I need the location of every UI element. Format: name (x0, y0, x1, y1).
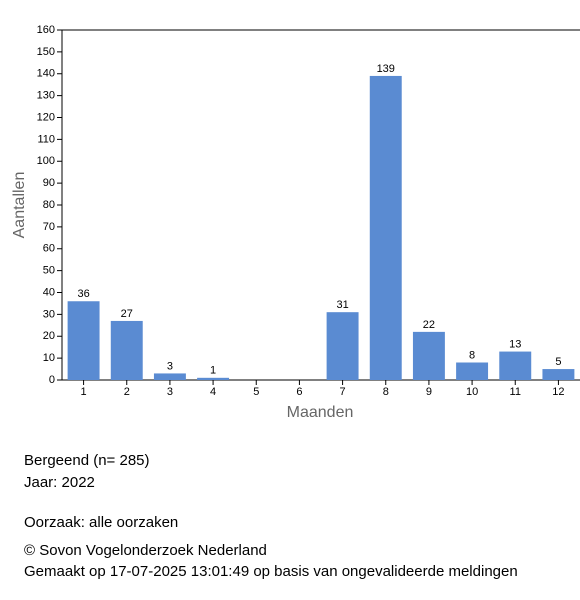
y-tick-label: 140 (37, 68, 55, 80)
species: Bergeend (n= 285) (24, 452, 150, 469)
x-tick-label: 10 (466, 386, 478, 398)
y-tick-label: 130 (37, 90, 55, 102)
data-label: 5 (555, 356, 561, 368)
y-tick-label: 120 (37, 111, 55, 123)
y-tick-label: 110 (37, 133, 55, 145)
data-label: 27 (121, 308, 133, 320)
x-tick-label: 9 (426, 386, 432, 398)
x-tick-label: 1 (81, 386, 87, 398)
y-tick-label: 60 (43, 243, 55, 255)
made-note: Gemaakt op 17-07-2025 13:01:49 op basis … (24, 563, 518, 580)
bar (369, 75, 402, 380)
y-tick-label: 20 (43, 330, 55, 342)
bar (499, 351, 532, 380)
x-tick-label: 12 (552, 386, 564, 398)
y-tick-label: 10 (43, 352, 55, 364)
data-label: 22 (423, 319, 435, 331)
bar (197, 377, 230, 380)
x-tick-label: 3 (167, 386, 173, 398)
y-tick-label: 0 (49, 374, 55, 386)
x-tick-label: 6 (296, 386, 302, 398)
bar (153, 373, 186, 380)
data-label: 1 (210, 365, 216, 377)
bar (326, 312, 359, 380)
y-axis-label: Aantallen (11, 172, 28, 239)
y-tick-label: 70 (43, 221, 55, 233)
y-tick-label: 100 (37, 155, 55, 167)
x-tick-label: 2 (124, 386, 130, 398)
year: Jaar: 2022 (24, 474, 95, 491)
y-tick-label: 30 (43, 308, 55, 320)
y-tick-label: 80 (43, 199, 55, 211)
y-tick-label: 160 (37, 24, 55, 36)
data-label: 3 (167, 360, 173, 372)
chart: Aantallen Maanden 0 10 20 30 40 50 60 70 80 90 100… (11, 24, 580, 421)
x-tick-label: 8 (383, 386, 389, 398)
bar (67, 301, 100, 380)
x-tick-label: 5 (253, 386, 259, 398)
x-axis-label: Maanden (287, 404, 354, 421)
bar (542, 369, 575, 380)
cause: Oorzaak: alle oorzaken (24, 514, 179, 531)
data-label: 8 (469, 349, 475, 361)
data-label: 36 (77, 288, 89, 300)
data-label: 31 (336, 299, 348, 311)
bar (110, 320, 143, 380)
y-tick-label: 40 (43, 286, 55, 298)
bar (456, 362, 489, 380)
copyright: © Sovon Vogelonderzoek Nederland (24, 542, 267, 559)
x-tick-label: 4 (210, 386, 216, 398)
y-tick-label: 150 (37, 46, 55, 58)
x-tick-label: 11 (510, 386, 521, 398)
y-tick-label: 90 (43, 177, 55, 189)
data-label: 139 (377, 63, 395, 75)
data-label: 13 (509, 338, 521, 350)
x-tick-label: 7 (340, 386, 346, 398)
bar (412, 331, 445, 380)
y-tick-label: 50 (43, 265, 55, 277)
